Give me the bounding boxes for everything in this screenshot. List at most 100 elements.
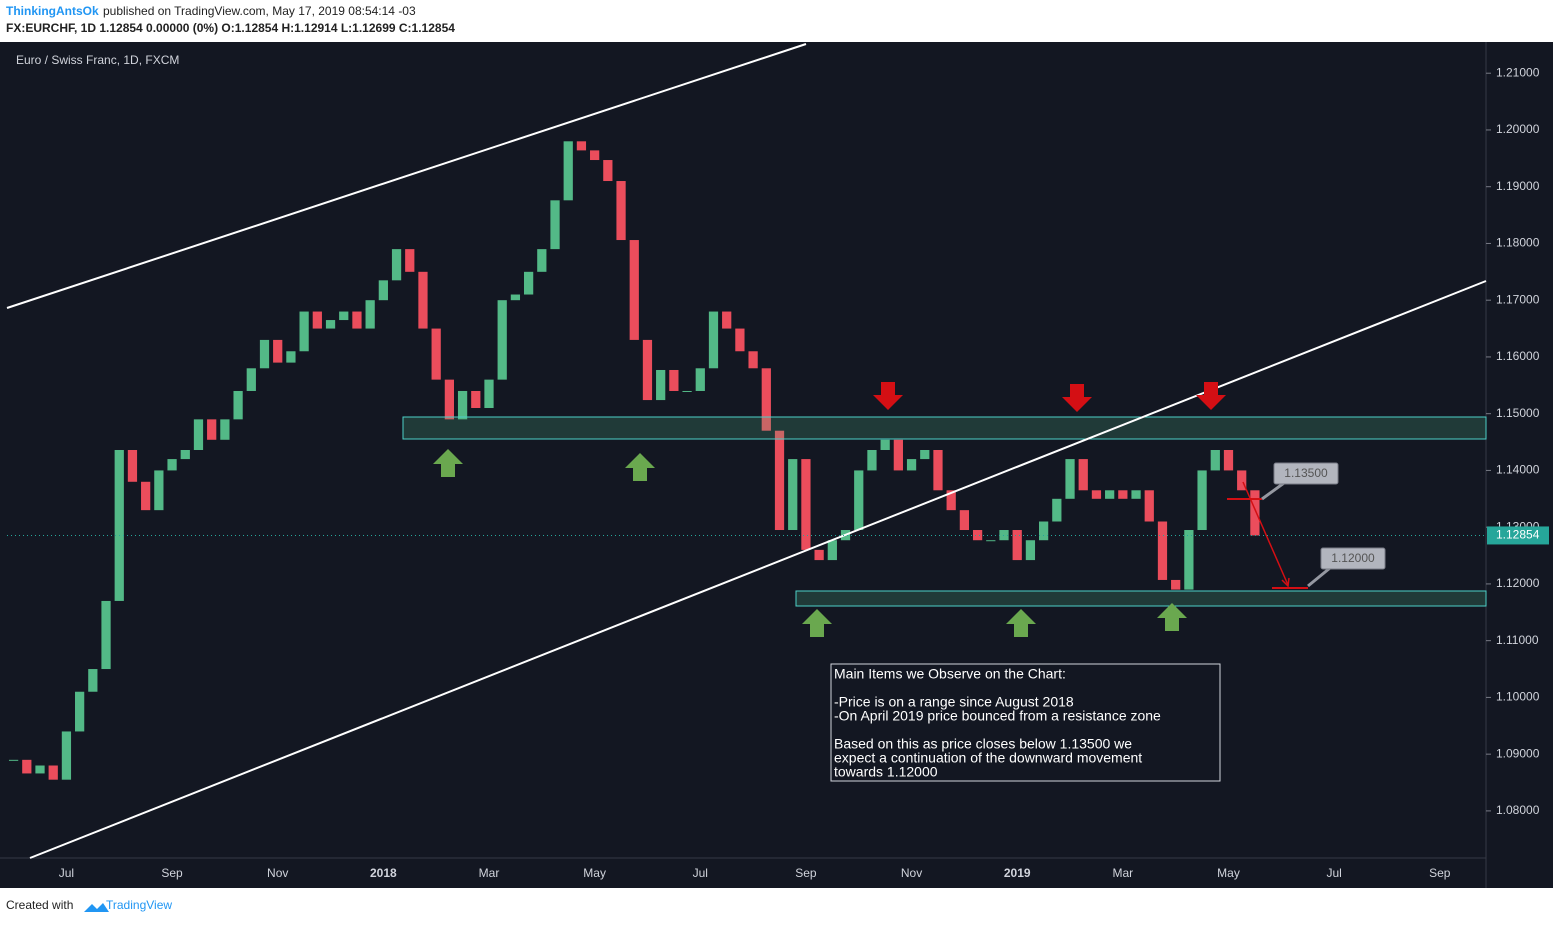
x-tick-label: Mar — [1113, 866, 1134, 880]
last-price-box — [1487, 526, 1549, 545]
candle — [418, 271, 428, 329]
candle — [814, 549, 824, 561]
y-tick-label: 1.08000 — [1496, 803, 1540, 817]
candle — [906, 459, 917, 471]
up-arrows — [433, 449, 1187, 637]
x-tick-label: 2019 — [1004, 866, 1031, 880]
candle — [603, 160, 613, 182]
candle — [669, 369, 679, 391]
candle — [88, 669, 98, 692]
candle — [748, 351, 758, 369]
candle — [550, 200, 560, 250]
candle — [1038, 521, 1049, 541]
note-line: Based on this as price closes below 1.13… — [834, 736, 1132, 752]
x-tick-label: Sep — [161, 866, 183, 880]
candle — [61, 731, 72, 780]
y-tick-label: 1.19000 — [1496, 179, 1540, 193]
note-line: expect a continuation of the downward mo… — [834, 750, 1142, 766]
candle — [523, 271, 534, 295]
candle — [880, 439, 890, 450]
candle — [365, 300, 375, 329]
candle — [933, 450, 943, 491]
projection — [1242, 481, 1289, 586]
candle — [735, 328, 745, 352]
arrow — [625, 453, 655, 481]
candle — [563, 141, 573, 201]
candle — [497, 300, 507, 380]
candle — [35, 765, 45, 774]
y-tick-label: 1.09000 — [1496, 746, 1540, 760]
candle — [1210, 450, 1220, 471]
candle — [801, 459, 811, 550]
last-price-label: 1.12854 — [1496, 528, 1540, 542]
x-tick-label: Mar — [479, 866, 500, 880]
y-tick-label: 1.14000 — [1496, 463, 1540, 477]
candle — [299, 311, 309, 352]
candle — [867, 450, 877, 471]
support-zone — [795, 590, 1487, 607]
candle — [1237, 470, 1247, 491]
candle — [708, 311, 719, 369]
projection-head — [1281, 577, 1290, 588]
candle — [141, 481, 151, 511]
candle — [471, 390, 481, 409]
note-box — [830, 663, 1221, 782]
y-tick-label: 1.16000 — [1496, 349, 1540, 363]
x-tick-label: Nov — [267, 866, 288, 880]
y-tick-label: 1.21000 — [1496, 65, 1540, 79]
candle — [1197, 470, 1207, 531]
author: ThinkingAntsOk — [6, 4, 99, 18]
candle — [1012, 530, 1022, 561]
footer-brand: TradingView — [106, 898, 172, 912]
candle — [986, 540, 996, 542]
arrow — [433, 449, 463, 477]
candle — [827, 540, 837, 561]
candle — [233, 390, 243, 420]
candle — [484, 379, 494, 409]
footer-created: Created with — [6, 898, 73, 912]
candle — [656, 369, 666, 401]
candle — [1052, 498, 1062, 522]
note: Main Items we Observe on the Chart: -Pri… — [834, 666, 1161, 780]
candle — [431, 328, 441, 380]
x-tick-label: Jul — [59, 866, 74, 880]
candle — [246, 368, 256, 391]
x-tick-label: May — [1217, 866, 1240, 880]
candle — [761, 368, 771, 431]
candle — [920, 450, 930, 460]
y-tick-label: 1.15000 — [1496, 406, 1540, 420]
y-tick-label: 1.18000 — [1496, 236, 1540, 250]
note-line: Main Items we Observe on the Chart: — [834, 666, 1066, 682]
callout-pointer — [1261, 481, 1285, 501]
arrow — [1006, 609, 1036, 637]
callout-box — [1273, 462, 1339, 485]
x-tick-label: Sep — [795, 866, 817, 880]
candle — [378, 280, 388, 301]
y-tick-label: 1.12000 — [1496, 576, 1540, 590]
candle — [352, 311, 362, 329]
y-tick-label: 1.11000 — [1496, 633, 1539, 647]
candle — [999, 530, 1009, 541]
x-tick-label: Sep — [1429, 866, 1451, 880]
y-tick-label: 1.17000 — [1496, 292, 1540, 306]
x-tick-label: 2018 — [370, 866, 397, 880]
published: published on TradingView.com, May 17, 20… — [103, 4, 416, 18]
candle — [695, 368, 705, 391]
marks — [8, 141, 1260, 780]
y-tick-label: 1.10000 — [1496, 690, 1540, 704]
candle — [1184, 530, 1194, 590]
candle — [1144, 490, 1154, 522]
candle — [22, 759, 32, 774]
candle — [1091, 490, 1102, 499]
candle — [127, 450, 138, 482]
callout-box — [1320, 547, 1386, 570]
candle — [391, 249, 402, 281]
candle — [75, 691, 85, 732]
candle — [8, 759, 19, 761]
candle — [893, 439, 903, 471]
candle — [946, 490, 956, 511]
x-tick-label: Jul — [693, 866, 708, 880]
candle — [1131, 490, 1141, 499]
